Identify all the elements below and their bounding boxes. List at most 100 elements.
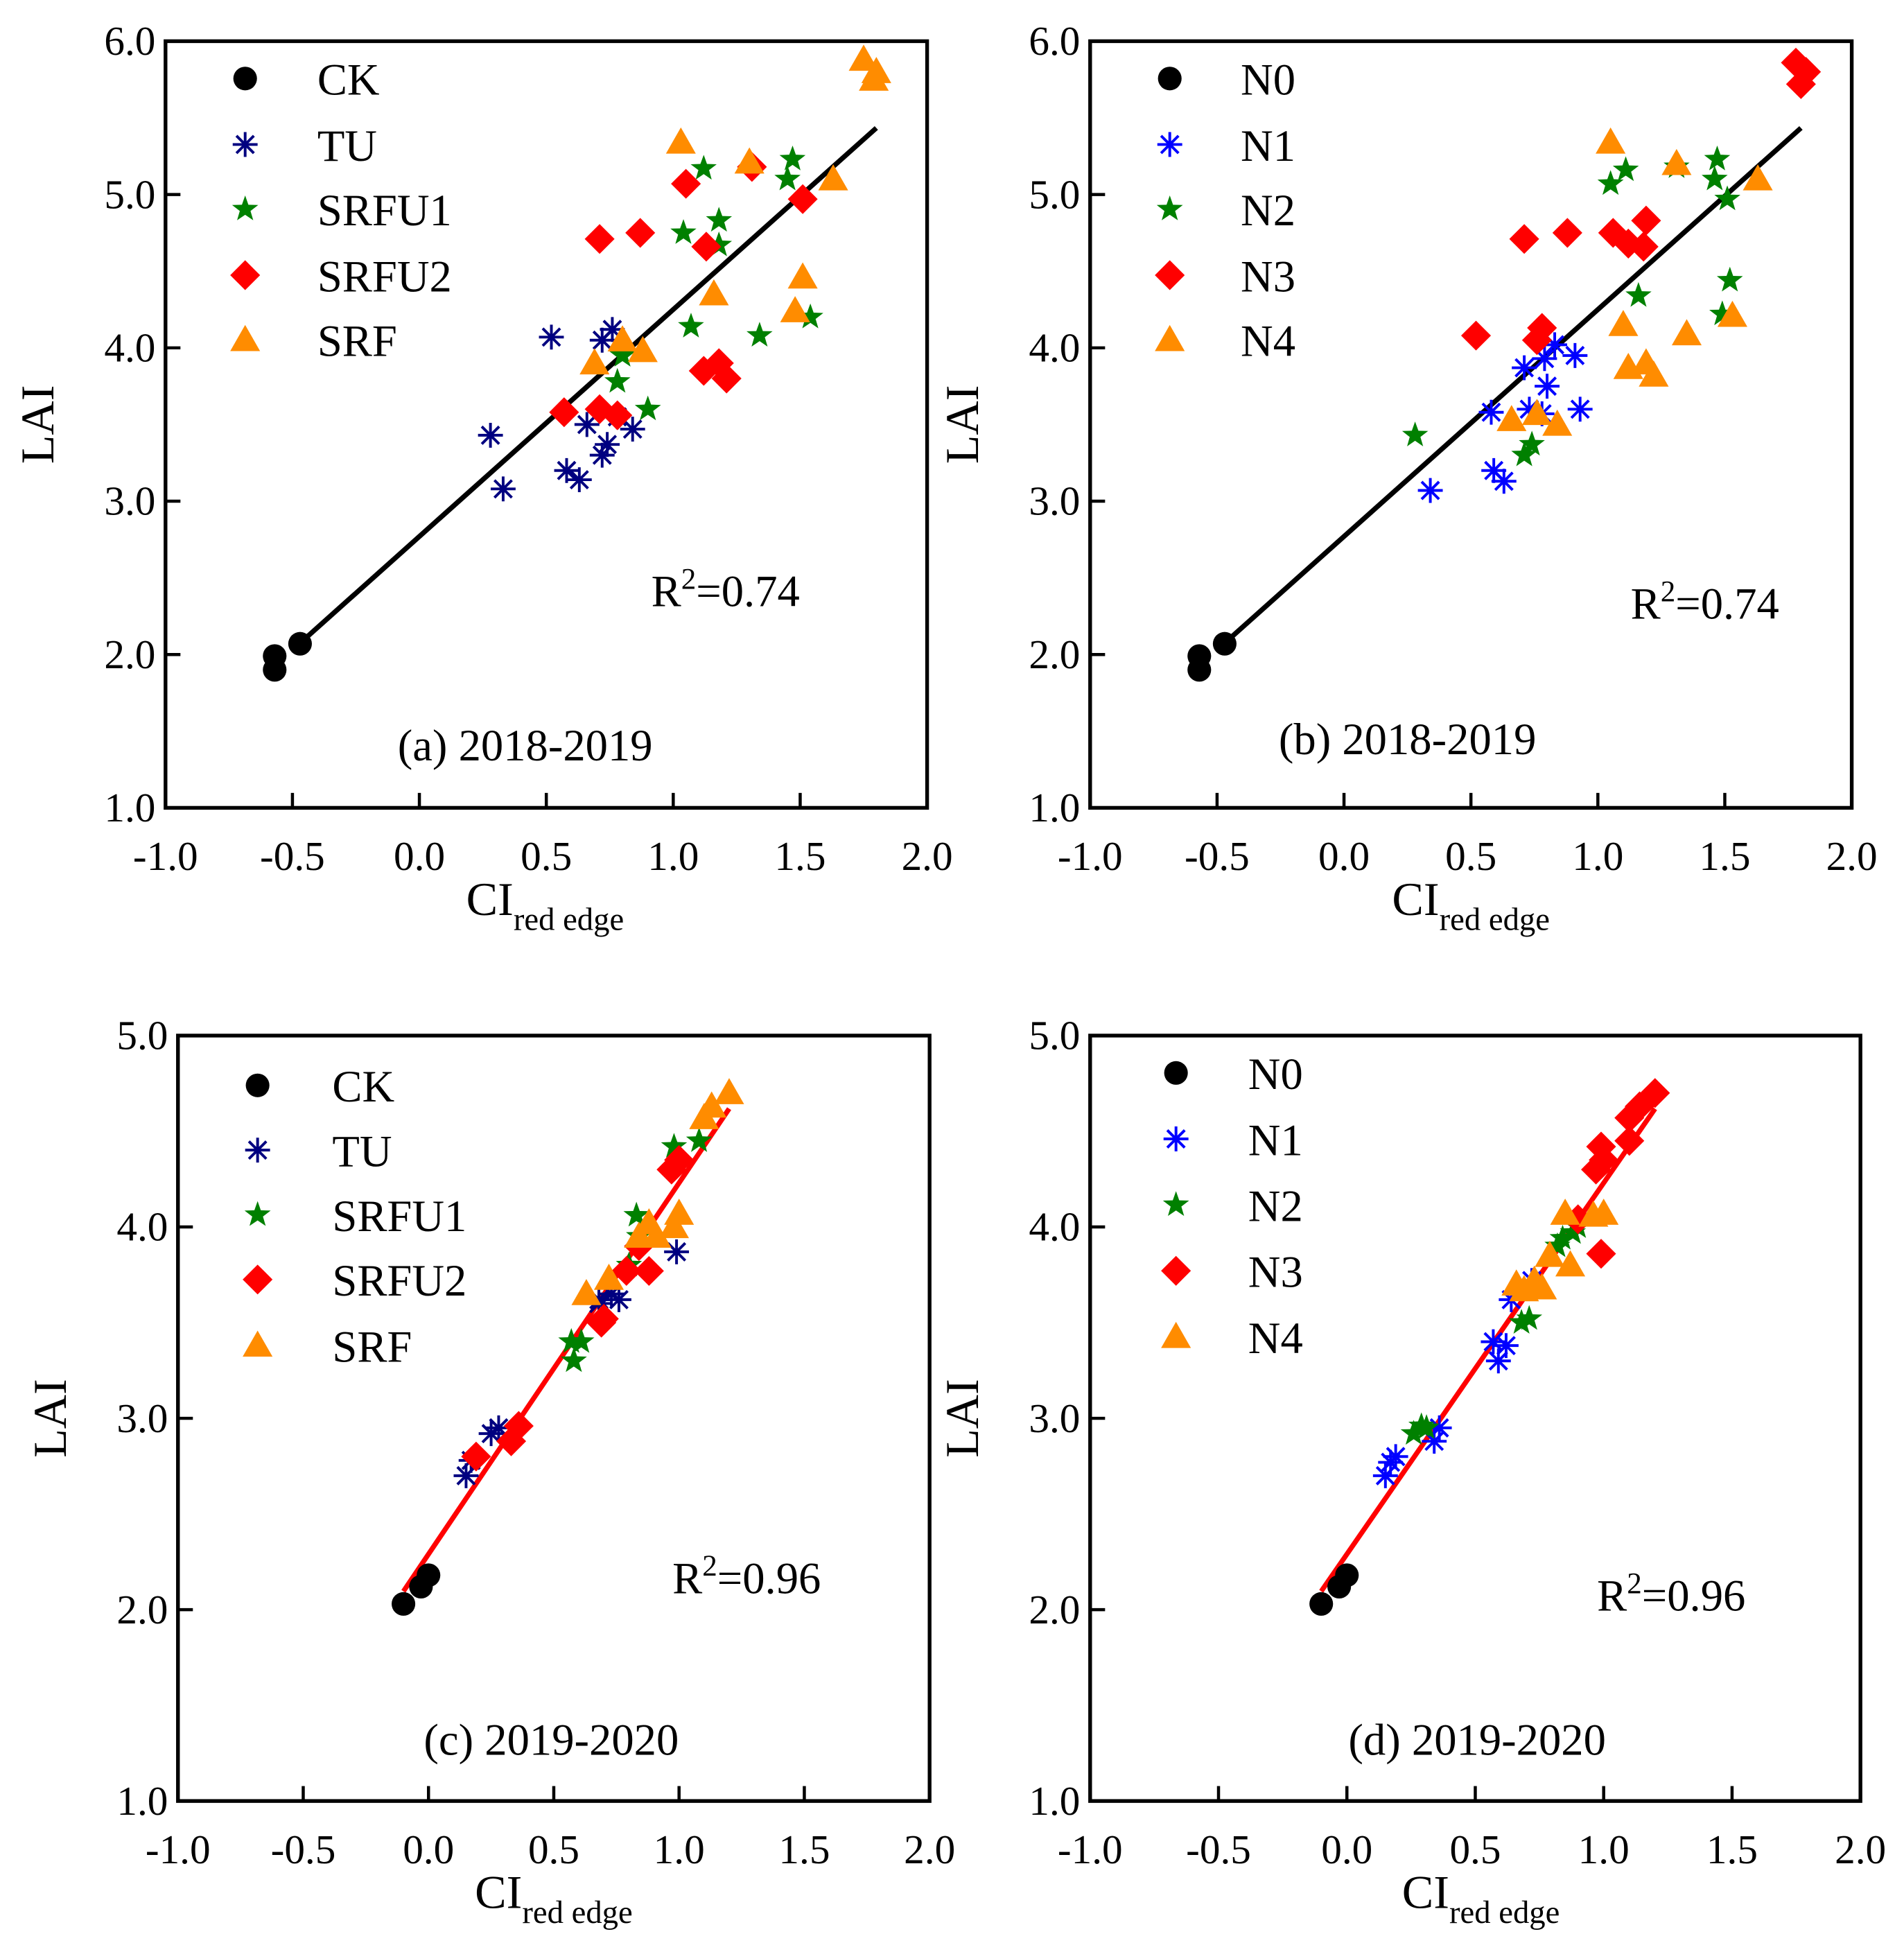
data-point-srfu1 <box>746 322 773 347</box>
r2-value: =0.74 <box>1675 578 1779 628</box>
data-point-n3 <box>1614 1126 1645 1156</box>
panel-title: (d) 2019-2020 <box>1348 1715 1606 1765</box>
data-point-ck <box>288 631 312 656</box>
data-point-n4 <box>1608 310 1639 336</box>
data-point-srf <box>699 279 729 306</box>
legend-marker-srfu2 <box>230 260 261 290</box>
data-point-srfu2 <box>664 1144 695 1175</box>
legend-label-n0: N0 <box>1248 1049 1303 1099</box>
data-point-tu <box>589 442 615 468</box>
y-axis-label: LAI <box>936 385 988 464</box>
data-point-tu <box>453 1463 479 1488</box>
data-point-srfu1 <box>561 1347 587 1373</box>
r-squared-annotation: R2=0.96 <box>1597 1567 1745 1620</box>
data-point-n4 <box>1589 1199 1619 1225</box>
data-point-n1 <box>1481 458 1507 483</box>
x-tick-label: -1.0 <box>146 1827 211 1872</box>
y-tick-label: 4.0 <box>1029 1204 1080 1250</box>
data-point-srfu1 <box>779 146 806 171</box>
regression-line <box>298 125 878 645</box>
r2-superscript: 2 <box>702 1550 717 1583</box>
panel-b: -1.0 -0.5 0.0 0.5 1.0 1.5 2.0 1.0 2.0 3.0 4.0 5.0 6.… <box>936 18 1877 937</box>
x-axis-label-main: CI <box>475 1866 522 1919</box>
data-point-n2 <box>1714 185 1740 211</box>
data-point-n2 <box>1413 1414 1440 1439</box>
data-point-srfu2 <box>671 168 701 199</box>
y-tick-label: 3.0 <box>1029 478 1080 524</box>
data-point-srfu1 <box>661 1133 688 1158</box>
data-point-n0 <box>1187 644 1212 668</box>
data-point-n4 <box>1555 1250 1586 1277</box>
y-tick-label: 5.0 <box>116 1013 168 1058</box>
data-point-n4 <box>1542 409 1573 436</box>
legend-label-tu: TU <box>317 121 377 171</box>
series-srfu2 <box>549 152 818 430</box>
data-point-n4 <box>1671 319 1702 346</box>
panel-title: (b) 2018-2019 <box>1279 714 1537 764</box>
data-point-n3 <box>1614 1103 1645 1133</box>
data-point-tu <box>486 1415 512 1440</box>
data-point-srfu1 <box>678 313 704 338</box>
y-tick-label: 3.0 <box>116 1395 168 1441</box>
x-axis-label: CIred edge <box>1402 1866 1560 1931</box>
r-squared-annotation: R2=0.74 <box>652 563 800 616</box>
data-point-srfu1 <box>797 303 823 329</box>
x-axis-label: CIred edge <box>1392 873 1550 938</box>
r-squared-annotation: R2=0.74 <box>1631 575 1779 628</box>
y-tick-label: 5.0 <box>1029 1013 1080 1058</box>
legend-label-n2: N2 <box>1248 1180 1303 1230</box>
x-axis-label-main: CI <box>1392 873 1439 925</box>
legend-label-srf: SRF <box>332 1321 412 1371</box>
data-point-n0 <box>1309 1592 1334 1616</box>
y-tick-label: 1.0 <box>116 1778 168 1824</box>
y-tick-label: 2.0 <box>104 631 155 677</box>
x-axis-label-subscript: red edge <box>514 901 624 937</box>
data-point-n1 <box>1481 1329 1506 1354</box>
r2-prefix: R <box>672 1553 703 1603</box>
data-point-tu <box>566 467 592 492</box>
y-tick-label: 5.0 <box>1029 171 1080 217</box>
data-point-tu <box>664 1239 690 1264</box>
data-point-n1 <box>1532 346 1557 372</box>
data-point-srf <box>571 1279 602 1305</box>
data-point-srf <box>641 1221 672 1248</box>
data-point-tu <box>490 476 516 502</box>
x-tick-label: 1.5 <box>778 1827 830 1872</box>
legend-marker-ck <box>245 1073 270 1097</box>
data-point-n2 <box>1612 156 1639 182</box>
data-point-srf <box>579 348 610 375</box>
data-point-srf <box>734 147 765 174</box>
legend-marker-srfu1 <box>232 195 259 220</box>
r2-value: =0.96 <box>717 1553 821 1603</box>
data-point-n2 <box>1709 300 1736 326</box>
series-srf <box>579 44 891 375</box>
data-point-srfu2 <box>584 224 615 254</box>
legend-marker-ck <box>233 67 257 91</box>
legend-label-srfu1: SRFU1 <box>317 185 452 235</box>
legend-label-tu: TU <box>332 1126 392 1176</box>
data-point-srfu1 <box>706 207 733 232</box>
series-n4 <box>1496 127 1773 436</box>
x-tick-label: 0.5 <box>1449 1827 1501 1872</box>
data-point-tu <box>539 324 564 350</box>
regression-line <box>1319 1107 1657 1593</box>
data-point-srfu2 <box>691 232 722 262</box>
data-point-n2 <box>1625 281 1652 307</box>
data-point-n2 <box>1400 1420 1427 1445</box>
y-tick-label: 4.0 <box>116 1204 168 1250</box>
legend-marker-tu <box>232 132 258 157</box>
legend-marker-n4 <box>1155 324 1185 351</box>
x-axis-label-main: CI <box>466 873 514 925</box>
x-tick-label: 1.5 <box>1699 833 1750 879</box>
data-point-tu <box>478 422 503 448</box>
data-point-n1 <box>1542 332 1568 358</box>
data-point-n4 <box>1717 300 1747 327</box>
data-point-tu <box>595 432 620 458</box>
y-tick-label: 6.0 <box>1029 18 1080 64</box>
legend-label-srfu1: SRFU1 <box>332 1191 466 1241</box>
y-tick-label: 2.0 <box>1029 1587 1080 1632</box>
legend-label-n3: N3 <box>1241 251 1295 301</box>
data-point-n4 <box>1521 399 1552 426</box>
x-tick-label: 0.5 <box>521 833 572 879</box>
data-point-n4 <box>1501 1269 1532 1296</box>
